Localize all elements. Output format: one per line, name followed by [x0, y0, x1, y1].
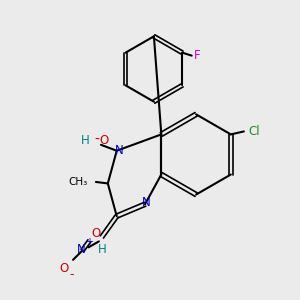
- Text: H: H: [98, 243, 106, 256]
- Text: N: N: [77, 243, 85, 256]
- Text: O: O: [91, 226, 101, 240]
- Text: O: O: [59, 262, 69, 275]
- Text: H: H: [81, 134, 90, 147]
- Text: -: -: [69, 268, 74, 281]
- Text: Cl: Cl: [248, 125, 260, 138]
- Text: -: -: [94, 133, 99, 147]
- Text: N: N: [115, 144, 124, 157]
- Text: CH₃: CH₃: [69, 177, 88, 187]
- Text: +: +: [85, 237, 93, 247]
- Text: F: F: [194, 49, 200, 62]
- Text: O: O: [99, 134, 109, 147]
- Text: N: N: [142, 196, 151, 209]
